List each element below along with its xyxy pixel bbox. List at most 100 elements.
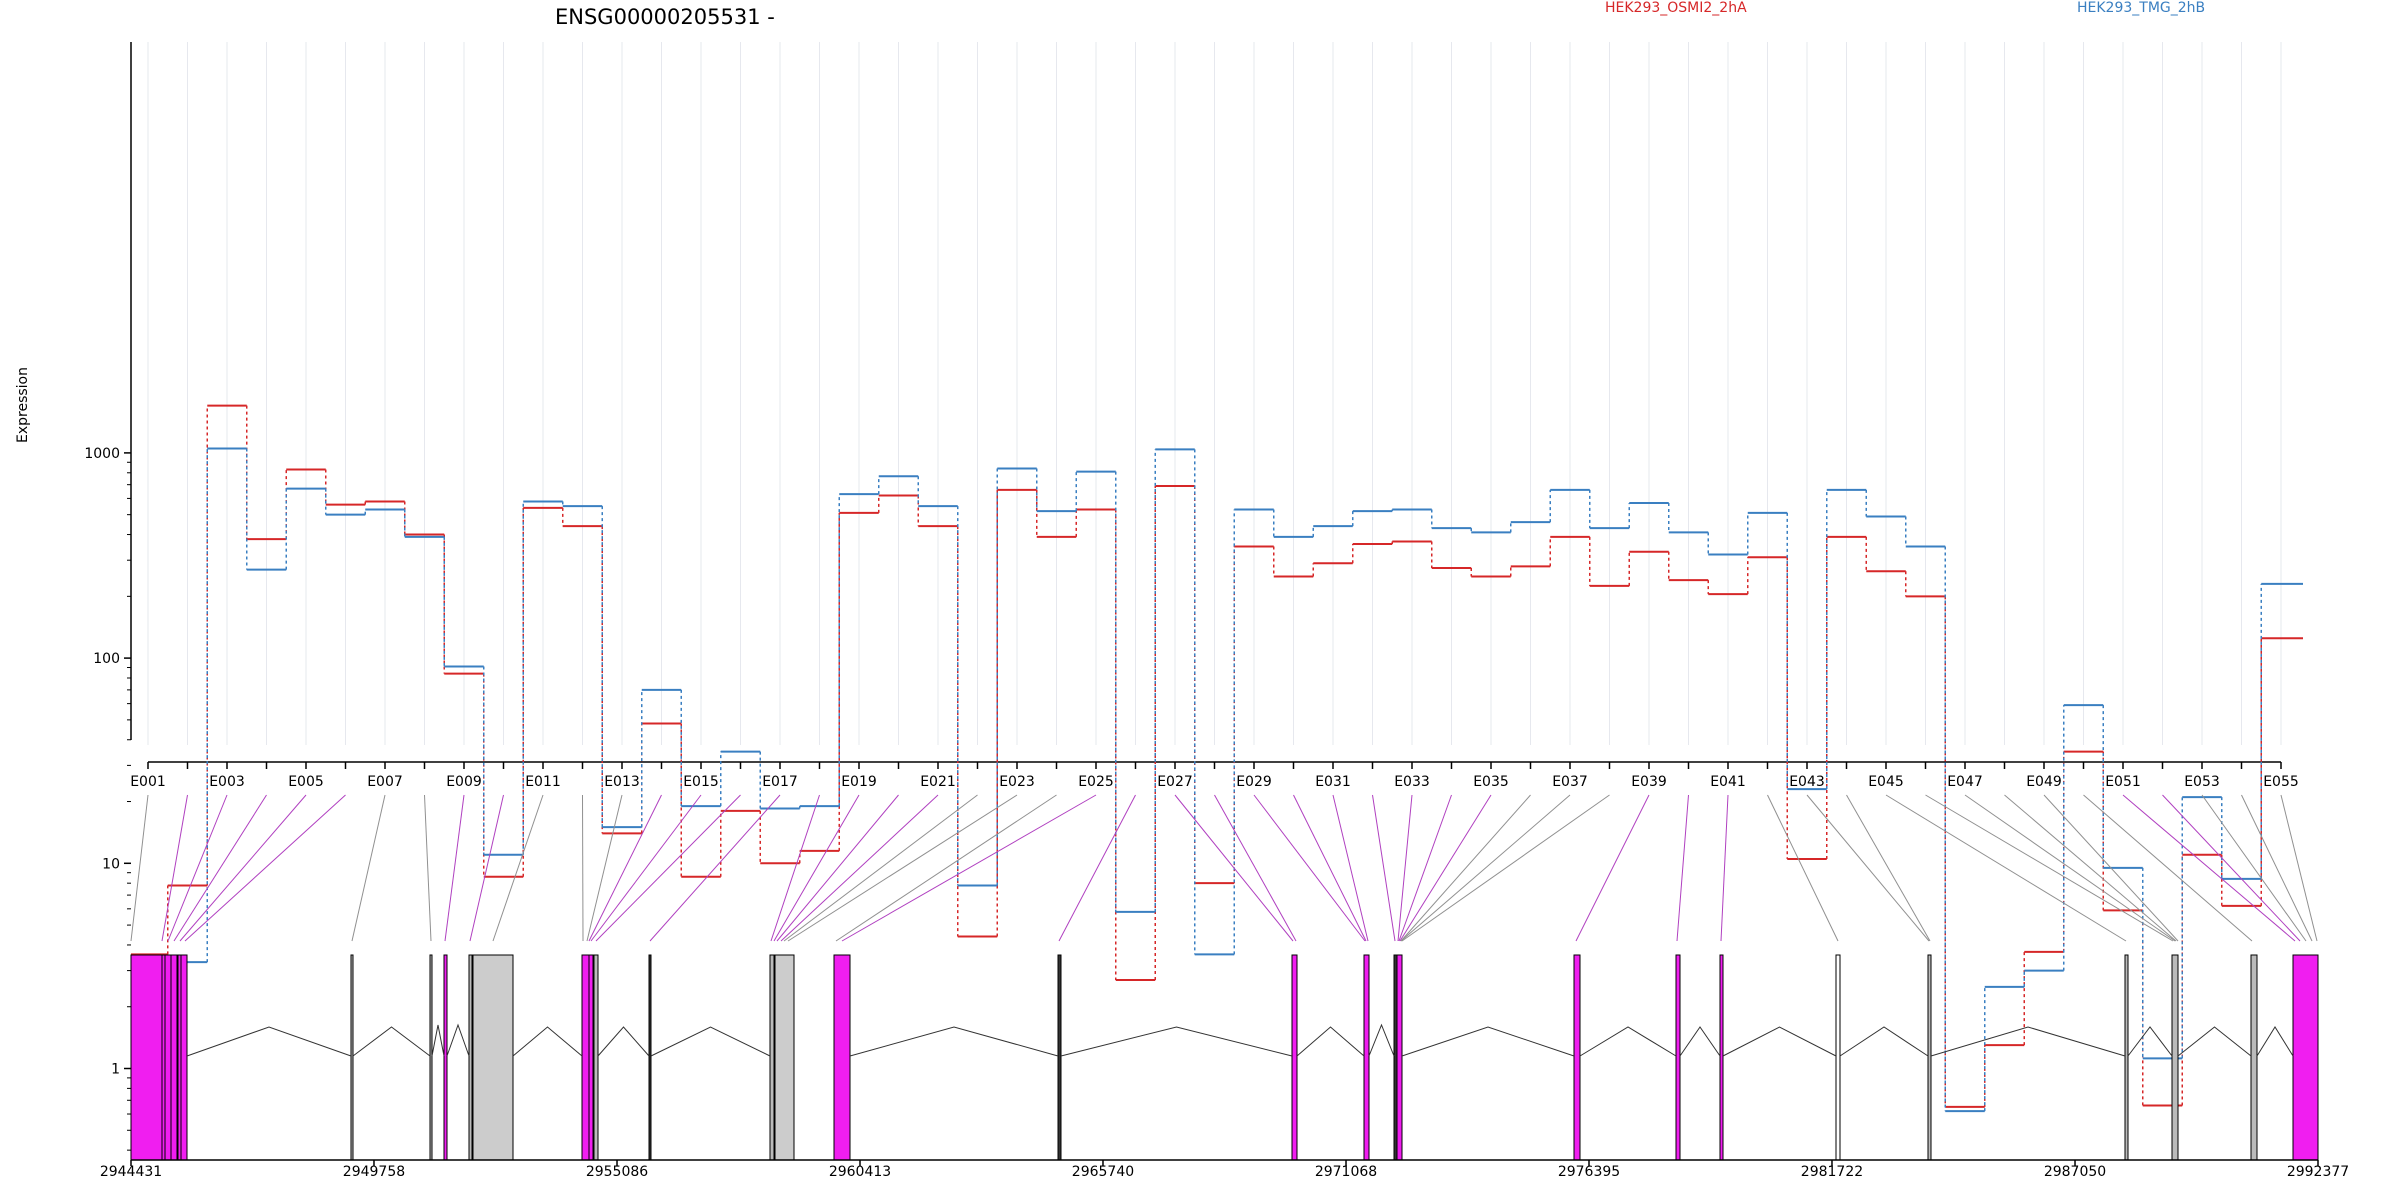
exon-block <box>472 954 514 1161</box>
chart-title: ENSG00000205531 - <box>555 5 775 29</box>
intron-line <box>2256 1026 2294 1057</box>
x-tick-label: E023 <box>999 774 1035 790</box>
exon-link <box>1400 794 1571 942</box>
exon-link <box>1214 794 1297 942</box>
exon-link <box>787 794 1018 942</box>
coord-label: 2965740 <box>1072 1164 1134 1180</box>
exon-block <box>350 954 354 1161</box>
x-tick-label: E051 <box>2105 774 2141 790</box>
y-tick-label: 1000 <box>84 446 120 462</box>
exon-link <box>184 794 346 942</box>
coord-label: 2960413 <box>829 1164 891 1180</box>
exon-block <box>1835 954 1841 1161</box>
exon-link <box>492 794 544 942</box>
exon-block <box>164 954 172 1161</box>
coord-label: 2949758 <box>343 1164 405 1180</box>
exon-link <box>161 794 188 942</box>
intron-line <box>1679 1026 1721 1057</box>
exon-link <box>783 794 978 942</box>
intron-line <box>352 1026 431 1057</box>
x-tick-label: E049 <box>2026 774 2062 790</box>
exon-block <box>1675 954 1681 1161</box>
exon-link <box>590 794 702 942</box>
exon-link <box>1925 794 2174 942</box>
exon-link <box>444 794 465 942</box>
exon-link <box>1767 794 1839 942</box>
coord-label: 2987050 <box>2044 1164 2106 1180</box>
exon-link <box>780 794 939 942</box>
exon-link <box>835 794 1057 942</box>
exon-link <box>773 794 860 942</box>
intron-line <box>597 1026 650 1057</box>
x-tick-label: E005 <box>288 774 324 790</box>
x-tick-label: E007 <box>367 774 403 790</box>
exon-link <box>595 794 741 942</box>
exon-block <box>2171 954 2179 1161</box>
coord-label: 2955086 <box>586 1164 648 1180</box>
x-tick-label: E001 <box>130 774 166 790</box>
intron-line <box>1839 1026 1929 1057</box>
exon-link <box>2280 794 2318 942</box>
intron-line <box>1930 1026 2126 1057</box>
intron-line <box>512 1026 583 1057</box>
x-tick-label: E019 <box>841 774 877 790</box>
exon-link <box>130 794 149 942</box>
exon-link <box>1401 794 1610 942</box>
x-tick-label: E029 <box>1236 774 1272 790</box>
exon-link <box>770 794 820 942</box>
coord-label: 2992377 <box>2287 1164 2349 1180</box>
x-tick-label: E055 <box>2263 774 2299 790</box>
exon-block <box>1719 954 1724 1161</box>
x-tick-label: E021 <box>920 774 956 790</box>
x-tick-label: E017 <box>762 774 798 790</box>
x-tick-label: E003 <box>209 774 245 790</box>
exon-link <box>1575 794 1650 942</box>
intron-line <box>186 1026 352 1057</box>
exon-link <box>1253 794 1366 942</box>
exon-block <box>588 954 594 1161</box>
exon-link <box>351 794 386 942</box>
exon-block <box>833 954 851 1161</box>
genomic-coordinates: 2944431 2949758 2955086 2960413 2965740 29710… <box>100 1160 2349 1180</box>
x-tick-label: E045 <box>1868 774 1904 790</box>
exon-link <box>1964 794 2176 942</box>
exon-link <box>1400 794 1531 942</box>
coord-label: 2976395 <box>1558 1164 1620 1180</box>
exon-link <box>586 794 623 942</box>
x-axis: E001 E003 E005 E007 E009 E011 E013 E015 E017 E019… <box>130 761 2299 790</box>
exon-link <box>776 794 899 942</box>
intron-line <box>1722 1026 1837 1057</box>
exon-block <box>2250 954 2258 1161</box>
exon-link <box>1398 794 1452 942</box>
exon-block <box>180 954 188 1161</box>
exon-link <box>2043 794 2179 942</box>
exon-link <box>1846 794 1931 942</box>
exon-link <box>2241 794 2313 942</box>
exon-link <box>2162 794 2301 942</box>
exon-block <box>443 954 448 1161</box>
gene-model <box>130 954 2319 1161</box>
y-tick-label: 100 <box>93 651 120 667</box>
exon-link <box>1174 794 1294 942</box>
exon-link <box>424 794 432 942</box>
exon-block <box>1291 954 1298 1161</box>
intron-line <box>2177 1026 2252 1057</box>
exon-block <box>1396 954 1403 1161</box>
grid-lines <box>147 42 2282 745</box>
intron-line <box>446 1023 470 1057</box>
exon-block <box>1363 954 1370 1161</box>
exon-link <box>1885 794 2127 942</box>
x-tick-label: E031 <box>1315 774 1351 790</box>
y-tick-label: 10 <box>102 856 120 872</box>
exon-link <box>1293 794 1367 942</box>
y-tick-label: 1 <box>111 1062 120 1078</box>
exon-block <box>581 954 590 1161</box>
x-tick-label: E027 <box>1157 774 1193 790</box>
x-tick-label: E043 <box>1789 774 1825 790</box>
exon-link <box>1058 794 1136 942</box>
intron-line <box>849 1026 1059 1057</box>
x-tick-label: E013 <box>604 774 640 790</box>
x-tick-label: E037 <box>1552 774 1588 790</box>
intron-line <box>650 1026 771 1057</box>
